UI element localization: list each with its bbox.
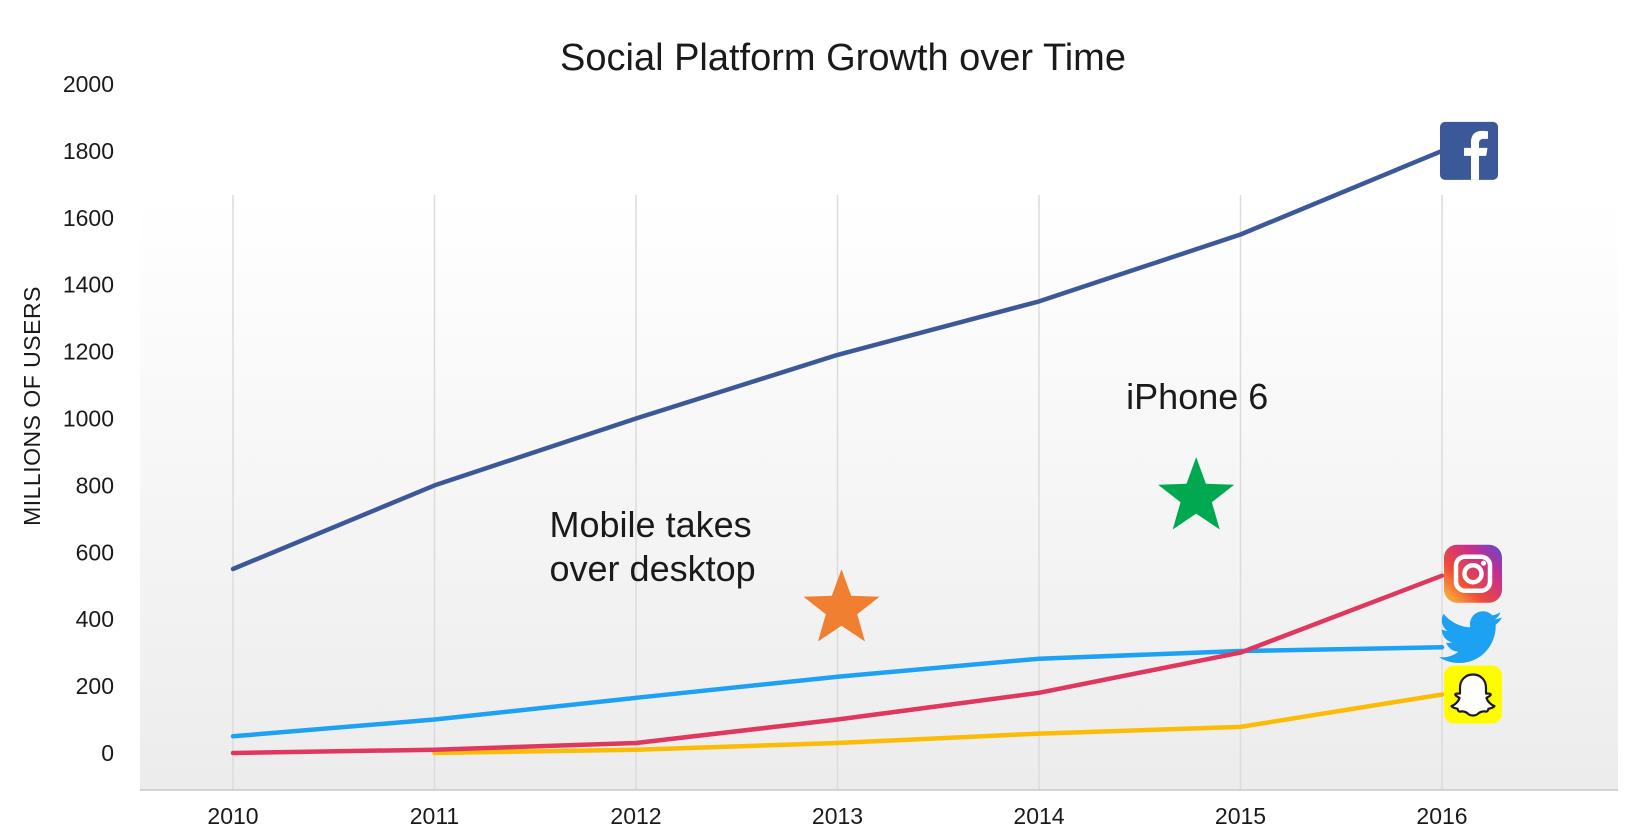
y-tick-label: 1600: [63, 205, 114, 231]
annotation-star-marker: [1158, 457, 1235, 530]
y-tick-labels: 0 200 400 600 800 1000 1200 1400 1600 1800 2000: [63, 71, 114, 766]
y-tick-label: 400: [76, 606, 114, 632]
twitter-icon: [1439, 611, 1502, 663]
x-tick-label: 2012: [610, 803, 661, 829]
snapchat-icon: [1444, 665, 1502, 724]
x-tick-label: 2016: [1416, 803, 1467, 829]
x-tick-label: 2011: [410, 803, 459, 829]
instagram-icon: [1444, 544, 1502, 603]
series-line-instagram: [230, 573, 1445, 756]
y-tick-label: 1200: [63, 339, 114, 365]
vertical-gridlines: [232, 195, 1443, 790]
x-tick-label: 2014: [1013, 803, 1064, 829]
y-tick-label: 2000: [63, 71, 114, 97]
y-tick-label: 1800: [63, 138, 114, 164]
annotation-text: iPhone 6: [1126, 376, 1268, 417]
y-tick-label: 200: [76, 673, 114, 699]
y-tick-label: 0: [101, 740, 114, 766]
y-tick-label: 800: [76, 472, 114, 498]
series-line-facebook: [230, 148, 1445, 572]
series-line-snapchat: [432, 692, 1445, 756]
annotation-text: Mobile takes: [550, 504, 752, 545]
plot-background: [140, 200, 1618, 790]
x-tick-labels: 2010 2011 2012 2013 2014 2015 2016: [207, 803, 1467, 829]
y-tick-label: 1000: [63, 406, 114, 432]
y-axis-label: MILLIONS OF USERS: [19, 286, 45, 526]
series-lines: [230, 148, 1445, 756]
y-tick-label: 1400: [63, 272, 114, 298]
annotation-text: over desktop: [550, 548, 756, 589]
y-tick-label: 600: [76, 539, 114, 565]
chart-title: Social Platform Growth over Time: [560, 37, 1126, 79]
facebook-icon: [1440, 121, 1498, 180]
x-tick-label: 2015: [1215, 803, 1266, 829]
annotation-star-marker: [803, 569, 880, 642]
x-tick-label: 2013: [812, 803, 863, 829]
x-tick-label: 2010: [207, 803, 258, 829]
